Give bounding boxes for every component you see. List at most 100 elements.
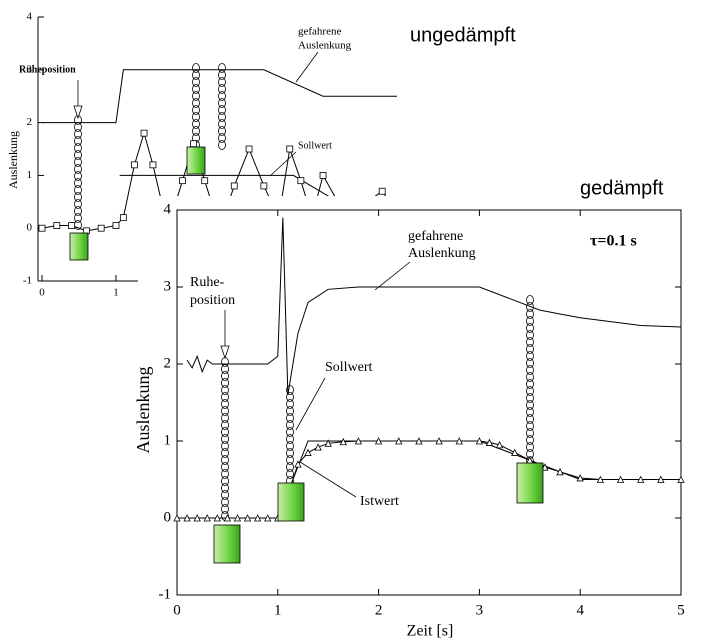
spring-coil [221, 406, 229, 416]
series-line [186, 217, 682, 395]
spring-coil [286, 434, 294, 444]
marker [415, 437, 423, 445]
spring-coil [221, 497, 229, 507]
spring-coil [218, 112, 226, 122]
spring-coil [218, 140, 226, 150]
spring-coil [218, 70, 226, 80]
spring-coil [286, 399, 294, 409]
spring-coil [74, 192, 82, 202]
spring-coil [218, 133, 226, 143]
spring-coil [286, 448, 294, 458]
mass [516, 462, 544, 504]
series-line [42, 69, 397, 124]
spring-coil [221, 427, 229, 437]
annotation: position [190, 293, 235, 308]
spring-coil [192, 112, 200, 122]
spring-coil [526, 442, 534, 452]
marker [677, 475, 685, 483]
marker [179, 177, 186, 185]
spring-coil [286, 413, 294, 423]
marker [253, 514, 262, 522]
x-tick-label: 5 [677, 602, 685, 618]
spring-coil [74, 185, 82, 195]
spring-coil [221, 490, 229, 500]
spring-coil [218, 91, 226, 101]
spring-coil [221, 476, 229, 486]
x-tick-label: 1 [274, 602, 282, 618]
spring-coil [221, 469, 229, 479]
plot-frame [176, 209, 682, 596]
spring-coil [74, 143, 82, 153]
y-tick-label: 4 [164, 201, 172, 217]
spring-coil [526, 421, 534, 431]
spring-coil [218, 98, 226, 108]
spring-coil [526, 295, 534, 305]
marker [68, 222, 75, 229]
spring-coil [192, 70, 200, 80]
spring-coil [286, 420, 294, 430]
marker [190, 140, 198, 148]
marker [324, 439, 332, 447]
spring-coil [74, 213, 82, 223]
marker [245, 145, 253, 153]
marker [53, 222, 61, 229]
spring-coil [286, 406, 294, 416]
chart-title: gedämpft [580, 177, 664, 199]
spring-coil [526, 344, 534, 354]
spring-coil [192, 126, 200, 136]
annotation: Istwert [360, 494, 399, 509]
marker [374, 437, 383, 445]
marker [297, 177, 305, 185]
spring-coil [221, 392, 229, 402]
x-tick-label: 4 [576, 602, 584, 618]
marker [596, 475, 605, 483]
marker [339, 437, 347, 446]
spring-coil [218, 84, 226, 94]
marker [475, 437, 484, 445]
spring-coil [218, 63, 226, 73]
spring-coil [526, 316, 534, 326]
marker [233, 514, 242, 522]
annotation: Sollwert [325, 360, 373, 375]
spring-coil [221, 413, 229, 423]
marker [173, 514, 181, 522]
spring-coil [74, 129, 82, 139]
marker [485, 438, 494, 446]
marker [455, 437, 463, 445]
spring-coil [221, 455, 229, 465]
spring-coil [286, 385, 294, 395]
spring-coil [221, 448, 229, 458]
spring-coil [526, 428, 534, 438]
spring-coil [74, 157, 82, 167]
leader-line [269, 151, 297, 177]
spring-coil [221, 371, 229, 381]
spring-coil [221, 378, 229, 388]
annotation: τ=0.1 s [590, 233, 637, 250]
x-tick-label: 3 [476, 602, 484, 618]
panel-background [138, 196, 704, 641]
spring-coil [192, 84, 200, 94]
spring-coil [526, 386, 534, 396]
spring-coil [526, 330, 534, 340]
spring-coil [74, 199, 82, 209]
spring-coil [221, 462, 229, 472]
annotation: gefahrene [298, 26, 341, 38]
marker [637, 475, 645, 483]
annotation: Auslenkung [408, 246, 476, 261]
spring-coil [74, 171, 82, 181]
spring-coil [74, 136, 82, 146]
spring-coil [192, 105, 200, 115]
marker [243, 514, 252, 522]
spring-coil [218, 105, 226, 115]
marker [314, 443, 322, 451]
y-tick-label: 1 [164, 432, 172, 448]
spring-coil [526, 372, 534, 382]
mass [69, 232, 89, 261]
annotation: Auslenkung [298, 40, 352, 52]
arrow-head [73, 105, 83, 120]
marker [264, 514, 272, 522]
marker [657, 475, 665, 483]
spring-coil [192, 91, 200, 101]
marker [495, 440, 504, 449]
